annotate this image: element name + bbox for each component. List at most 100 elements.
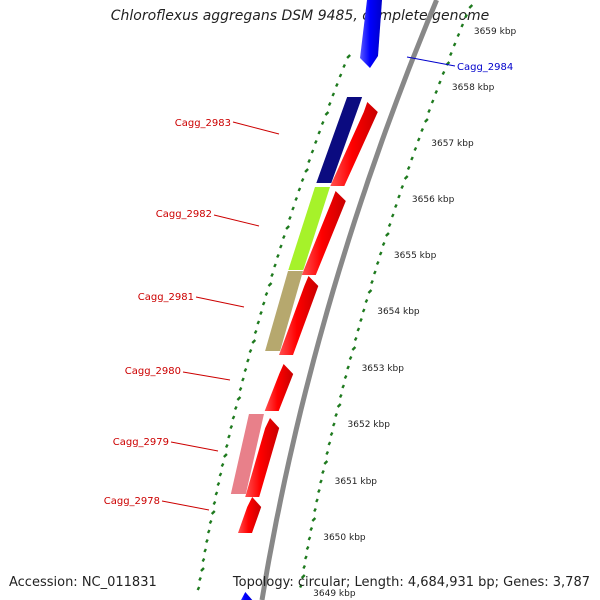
minor-tick	[410, 156, 414, 161]
scale-label: 3659 kbp	[474, 27, 517, 37]
minor-tick	[361, 308, 366, 313]
scale-label: 3657 kbp	[431, 139, 474, 149]
major-tick	[336, 403, 342, 408]
major-tick	[251, 339, 257, 344]
minor-tick	[373, 270, 377, 275]
major-tick	[210, 510, 216, 515]
scale-label: 3650 kbp	[323, 533, 366, 543]
minor-tick	[302, 564, 306, 570]
gene-label-cagg-2983[interactable]: Cagg_2983	[175, 118, 231, 129]
cds-cagg-2979[interactable]	[245, 418, 280, 497]
genome-stats-text: Topology: circular; Length: 4,684,931 bp…	[232, 575, 590, 590]
minor-tick	[387, 222, 392, 228]
minor-tick	[331, 422, 336, 427]
minor-tick	[309, 526, 314, 532]
minor-tick	[394, 203, 398, 209]
minor-tick	[297, 187, 302, 192]
minor-tick	[381, 241, 386, 247]
minor-tick	[464, 13, 468, 19]
leader-line-cagg-2978	[161, 500, 210, 511]
feature-cagg-2983[interactable]	[316, 97, 363, 183]
minor-tick	[310, 149, 315, 154]
minor-tick	[270, 272, 274, 278]
minor-tick	[299, 583, 303, 589]
minor-tick	[413, 146, 418, 152]
major-tick	[267, 282, 273, 287]
feature-cagg-2981[interactable]	[265, 271, 304, 351]
minor-tick	[212, 500, 217, 506]
minor-tick	[338, 73, 343, 78]
minor-tick	[378, 251, 383, 256]
minor-tick	[288, 215, 292, 221]
gene-label-cagg-2979[interactable]: Cagg_2979	[113, 437, 169, 448]
cds-cagg-2980[interactable]	[264, 364, 294, 411]
cds-cagg-2982[interactable]	[301, 191, 346, 275]
minor-tick	[243, 367, 248, 373]
minor-tick	[216, 481, 221, 487]
scale-label: 3656 kbp	[412, 195, 455, 205]
minor-tick	[276, 253, 280, 259]
minor-tick	[335, 82, 339, 88]
feature-cagg-2982[interactable]	[288, 187, 330, 270]
minor-tick	[437, 80, 442, 85]
leader-line-cagg-2982	[213, 214, 260, 227]
major-tick	[468, 4, 474, 9]
minor-tick	[253, 329, 258, 335]
minor-tick	[317, 130, 322, 135]
scale-label: 3654 kbp	[377, 307, 420, 317]
minor-tick	[279, 244, 283, 249]
gene-label-cagg-2982[interactable]: Cagg_2982	[156, 209, 212, 220]
minor-tick	[397, 194, 401, 199]
major-tick	[346, 54, 351, 59]
major-tick	[200, 567, 205, 572]
minor-tick	[233, 405, 238, 411]
minor-tick	[341, 384, 345, 389]
minor-tick	[196, 586, 201, 591]
minor-tick	[430, 99, 435, 104]
scale-label: 3651 kbp	[335, 477, 378, 487]
minor-tick	[307, 158, 311, 164]
minor-tick	[441, 70, 446, 76]
minor-tick	[273, 263, 277, 268]
minor-tick	[291, 206, 295, 211]
cds-cagg-2983[interactable]	[330, 102, 378, 186]
major-tick	[424, 118, 429, 123]
map-title: Chloroflexus aggregans DSM 9485, complet…	[110, 8, 490, 24]
minor-tick	[224, 443, 229, 449]
feature-cagg-2979[interactable]	[230, 414, 264, 494]
scale-label: 3655 kbp	[394, 251, 437, 261]
cds-cagg-2981[interactable]	[279, 276, 319, 355]
minor-tick	[356, 327, 361, 332]
minor-tick	[390, 213, 395, 218]
minor-tick	[343, 374, 348, 380]
minor-tick	[261, 301, 266, 306]
cds-bottom-blue[interactable]	[237, 592, 254, 600]
minor-tick	[456, 32, 461, 38]
gene-label-cagg-2984[interactable]: Cagg_2984	[457, 62, 513, 73]
minor-tick	[198, 576, 202, 582]
minor-tick	[304, 555, 308, 560]
scale-label: 3653 kbp	[362, 364, 405, 374]
minor-tick	[264, 291, 269, 297]
major-tick	[311, 517, 317, 522]
minor-tick	[294, 196, 299, 202]
minor-tick	[256, 320, 261, 325]
gene-label-cagg-2978[interactable]: Cagg_2978	[104, 496, 160, 507]
minor-tick	[359, 317, 363, 323]
major-tick	[403, 175, 409, 180]
minor-tick	[449, 51, 453, 57]
minor-tick	[320, 120, 325, 126]
cds-cagg-2984[interactable]	[360, 0, 382, 68]
leader-line-cagg-2979	[170, 441, 219, 452]
scale-labels: 3659 kbp 3658 kbp 3657 kbp 3656 kbp 3655 kbp…	[313, 27, 516, 599]
minor-tick	[305, 545, 310, 551]
gene-label-cagg-2980[interactable]: Cagg_2980	[125, 366, 181, 377]
major-tick	[304, 168, 309, 173]
cds-cagg-2978[interactable]	[238, 497, 262, 533]
major-tick	[236, 396, 242, 401]
gene-label-cagg-2981[interactable]: Cagg_2981	[138, 292, 194, 303]
minor-tick	[227, 434, 231, 439]
minor-tick	[338, 393, 343, 399]
minor-tick	[214, 491, 219, 496]
